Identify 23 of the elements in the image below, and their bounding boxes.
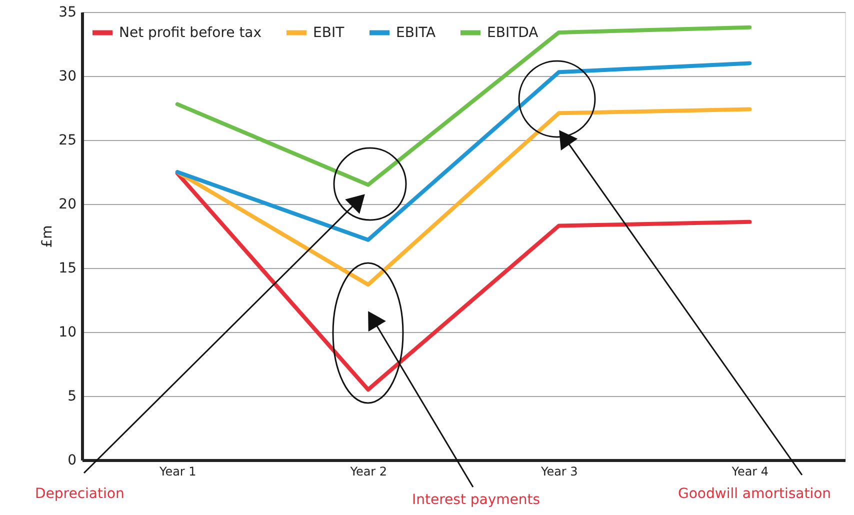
line-series bbox=[175, 107, 752, 287]
text: Interest payments bbox=[412, 492, 540, 508]
line-series bbox=[175, 61, 752, 242]
x-tick-label: Year 2 bbox=[349, 464, 388, 478]
y-tick-label: 30 bbox=[58, 68, 76, 84]
line-series bbox=[175, 171, 752, 392]
y-tick-label: 0 bbox=[68, 452, 76, 468]
text: Goodwill amortisation bbox=[678, 486, 832, 502]
y-tick-label: 25 bbox=[58, 132, 76, 148]
y-axis-title: £m bbox=[40, 225, 56, 248]
y-tick-label: 35 bbox=[58, 4, 76, 20]
y-tick-label: 10 bbox=[58, 324, 76, 340]
x-tick-label: Year 1 bbox=[158, 464, 196, 478]
x-tick-label: Year 3 bbox=[540, 464, 578, 478]
y-tick-label: 20 bbox=[58, 196, 76, 212]
text: Depreciation bbox=[35, 486, 124, 502]
y-tick-label: 5 bbox=[68, 388, 76, 404]
legend-label: EBIT bbox=[313, 24, 345, 41]
legend-label: Net profit before tax bbox=[119, 24, 262, 41]
x-tick-label: Year 4 bbox=[730, 464, 769, 478]
legend-label: EBITDA bbox=[487, 24, 539, 41]
y-tick-label: 15 bbox=[58, 260, 76, 276]
legend-label: EBITA bbox=[396, 24, 436, 41]
